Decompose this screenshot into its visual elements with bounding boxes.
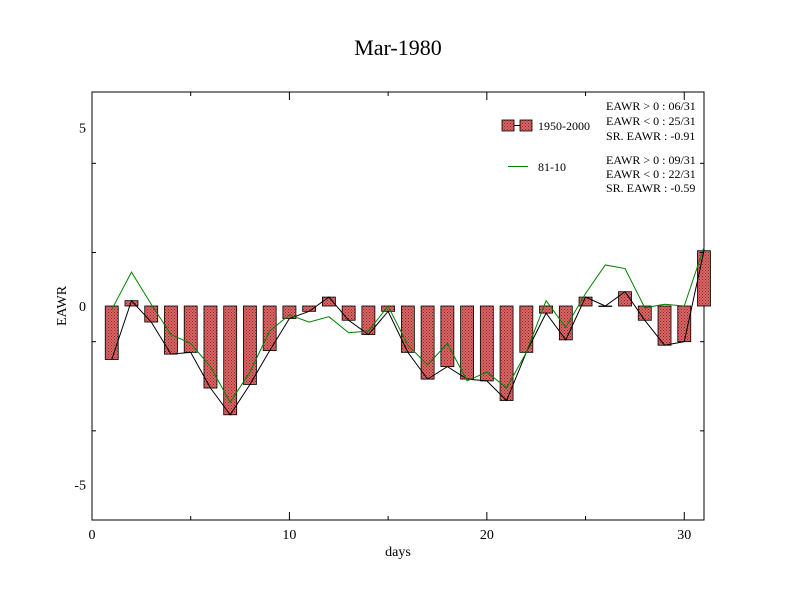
bar [697,250,711,307]
bar [479,305,494,382]
legend-stat-1-pos: EAWR > 0 : 06/31 [606,99,696,113]
bar [519,305,534,353]
legend-stat-2-pos: EAWR > 0 : 09/31 [606,153,696,167]
legend-stat-1-sr: SR. EAWR : -0.91 [606,129,695,143]
bar [677,305,692,343]
x-tick-label: 20 [480,528,494,543]
y-tick-label: 5 [79,122,86,137]
axis-ticks: 0 10 20 30 -5 0 5 [74,92,704,543]
x-tick-label: 30 [677,528,691,543]
legend-label-81-10: 81-10 [538,160,566,174]
y-tick-label: -5 [74,478,86,493]
x-axis-label: days [385,545,411,560]
x-tick-label: 0 [89,528,96,543]
bar [223,305,238,416]
legend-swatch-bar-left [501,119,515,132]
bar [460,305,474,380]
bar [104,305,119,360]
bar [499,305,514,401]
y-tick-label: 0 [79,300,86,315]
bar-series-1950-2000 [104,250,711,416]
legend-stat-2-neg: EAWR < 0 : 22/31 [606,167,696,181]
legend-label-1950-2000: 1950-2000 [538,119,590,133]
bar [183,305,198,353]
bar [558,305,573,341]
legend-swatch-bar-right [519,119,533,132]
bar [144,305,159,323]
legend-stat-1-neg: EAWR < 0 : 25/31 [606,114,696,128]
legend: 1950-2000 EAWR > 0 : 06/31 EAWR < 0 : 25… [501,99,696,195]
line-1950-2000 [111,250,705,416]
bar [322,296,336,307]
bar [341,305,356,321]
chart-title: Mar-1980 [354,35,442,60]
y-axis-label: EAWR [55,285,70,326]
line-81-10 [111,246,705,404]
legend-stat-2-sr: SR. EAWR : -0.59 [606,181,695,195]
bar [420,305,435,380]
bar [440,305,455,368]
line-series-group [111,246,705,416]
x-tick-label: 10 [282,528,296,543]
